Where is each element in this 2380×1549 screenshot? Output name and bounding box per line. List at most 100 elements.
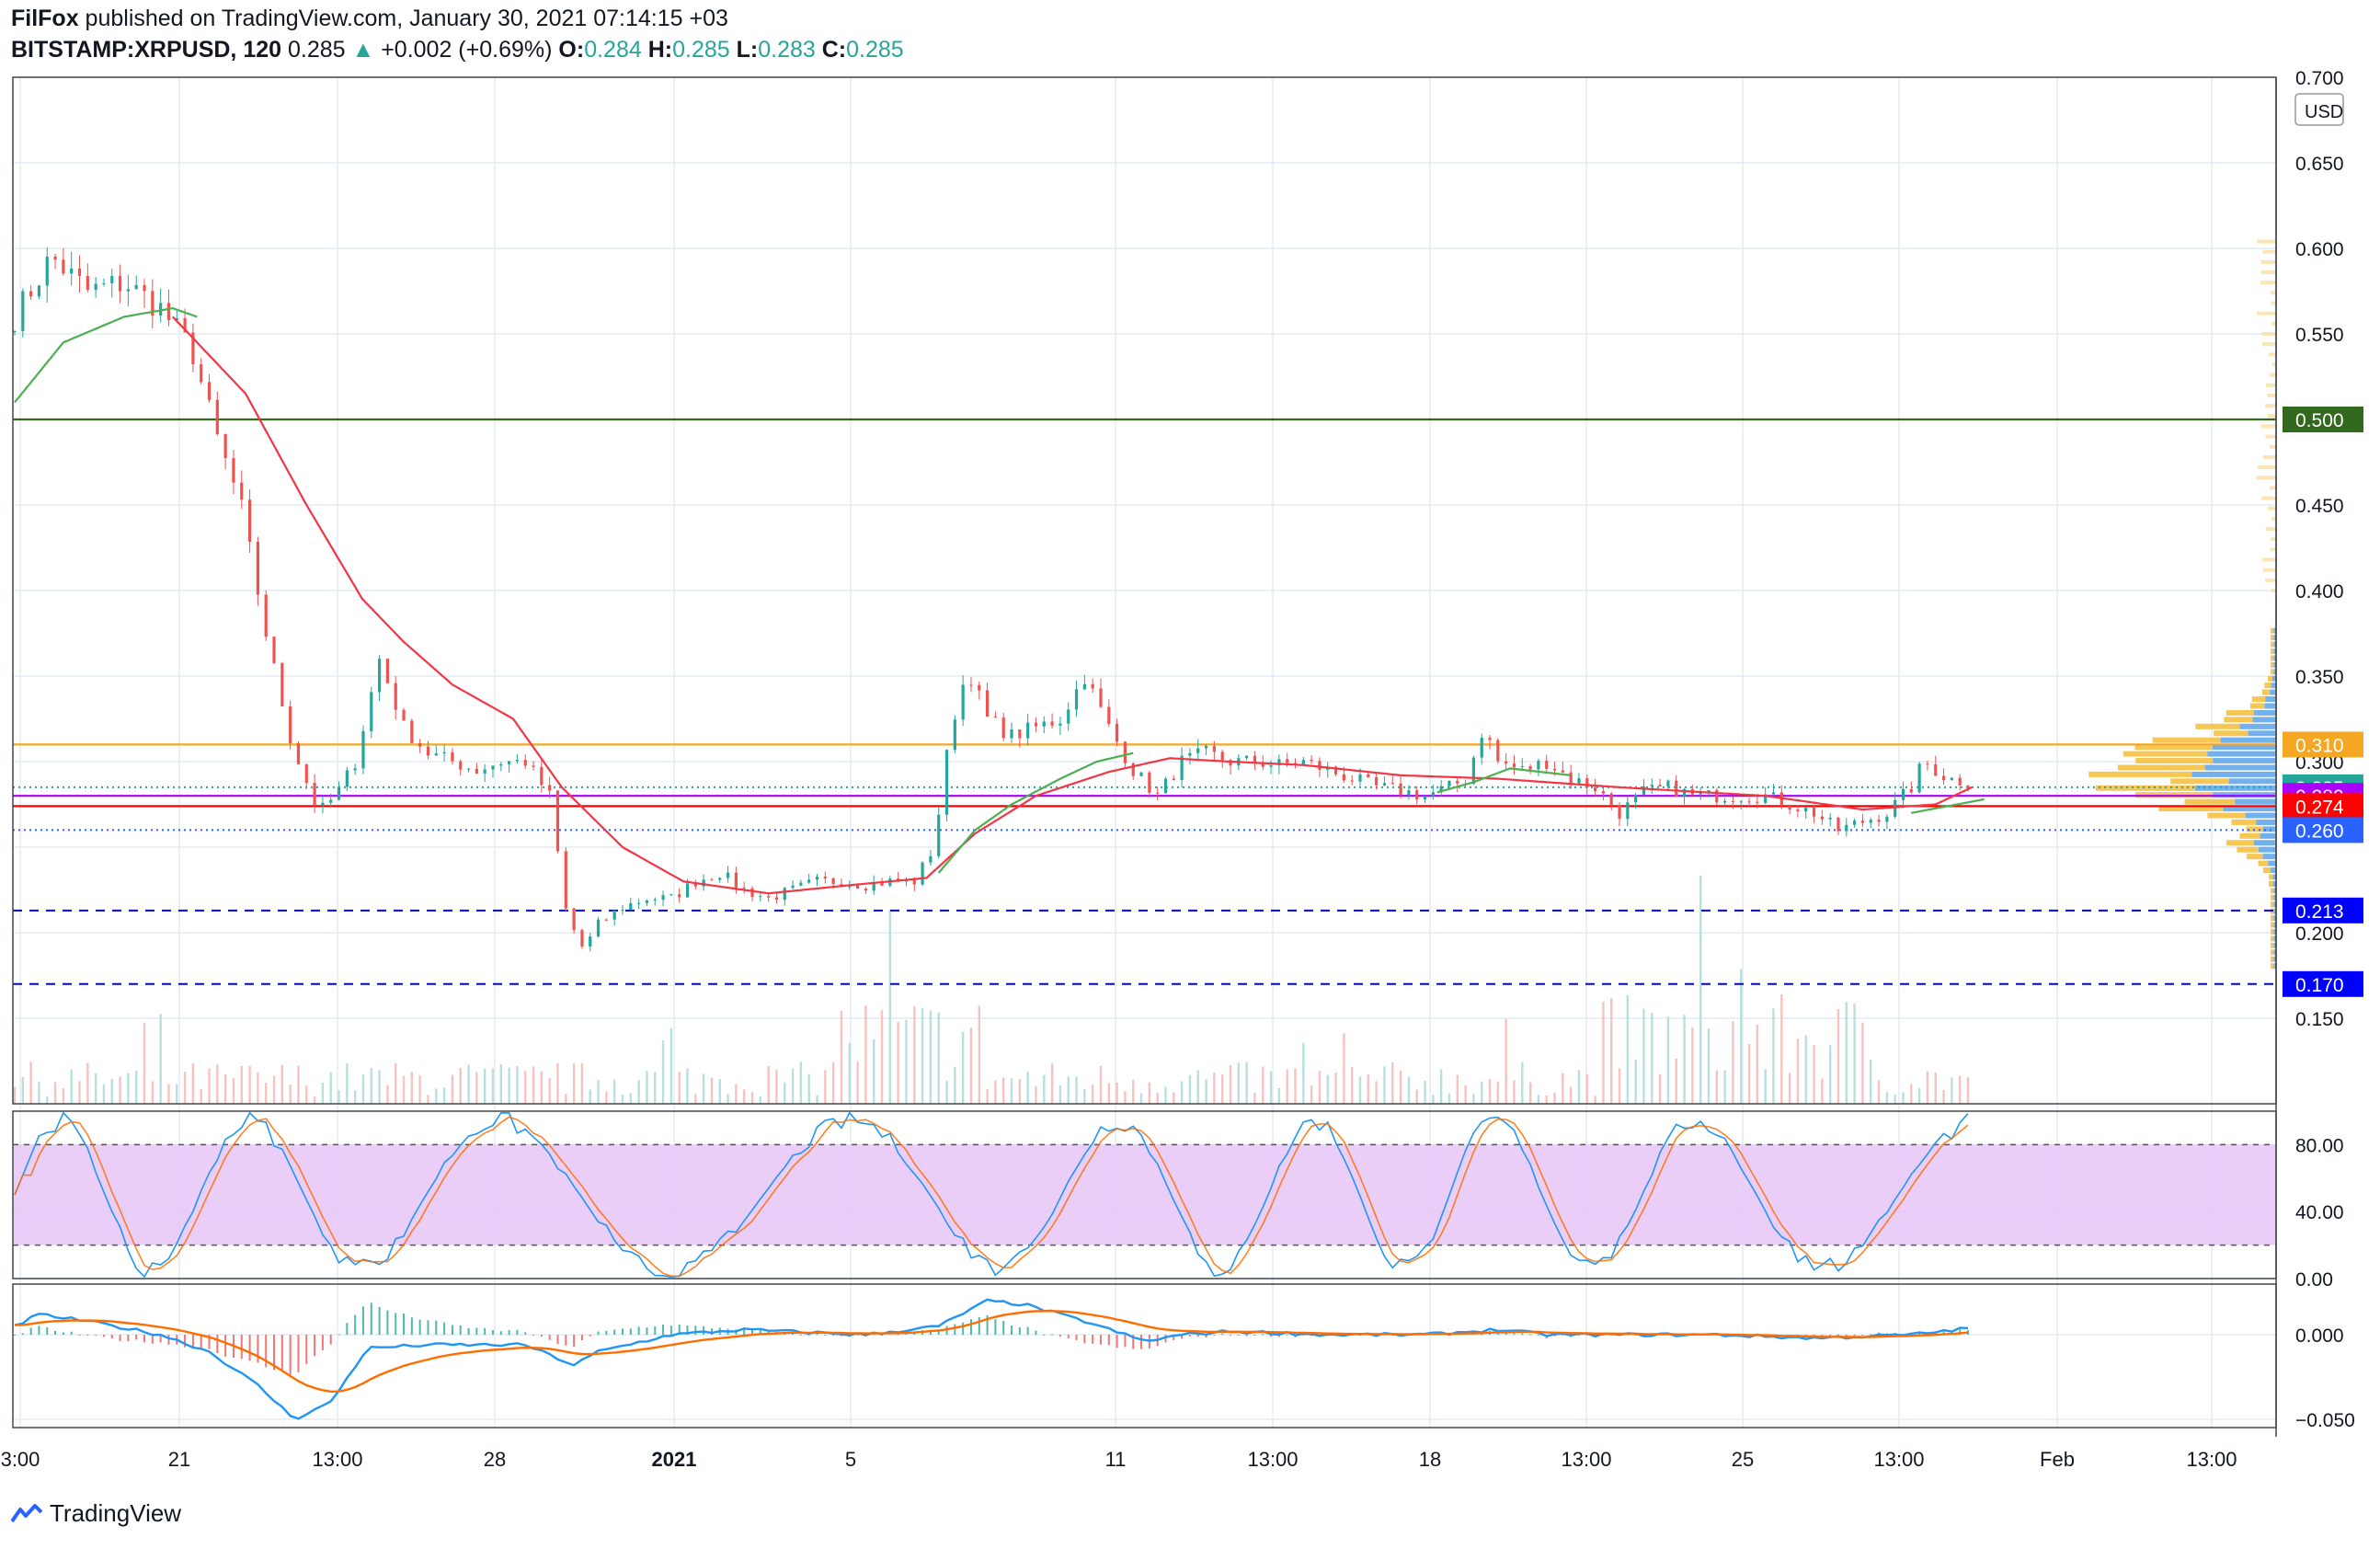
volume-bar — [1553, 1092, 1556, 1104]
candle — [1845, 824, 1848, 832]
profile-bar-yellow — [2246, 854, 2263, 860]
profile-bar-blue — [2262, 826, 2276, 832]
volume-bar — [78, 1081, 81, 1104]
profile-bar-blue — [2273, 963, 2276, 970]
profile-bar-blue — [2273, 648, 2276, 654]
macd-hist-bar — [816, 1333, 818, 1336]
macd-hist-bar — [265, 1335, 268, 1368]
price-tag-0.500 — [2283, 407, 2363, 432]
candle — [1471, 757, 1475, 785]
volume-bar — [1277, 1087, 1281, 1104]
volume-bar — [686, 1068, 689, 1104]
profile-bar-yellow — [2226, 709, 2254, 716]
macd-hist-bar — [273, 1335, 276, 1371]
profile-bar-blue — [2256, 819, 2276, 825]
volume-bar — [954, 1066, 956, 1104]
candle — [1585, 778, 1589, 788]
volume-bar — [1796, 1038, 1800, 1104]
candle — [1382, 783, 1387, 786]
candle — [1220, 752, 1224, 761]
profile-bar-yellow — [2224, 717, 2253, 723]
profile-bar-faint — [2271, 321, 2276, 326]
macd-hist-bar — [151, 1335, 154, 1344]
macd-hist-bar — [1221, 1333, 1224, 1336]
macd-hist-bar — [427, 1320, 429, 1336]
symbol-info: BITSTAMP:XRPUSD, 120 0.285 ▲ +0.002 (+0.… — [11, 37, 904, 63]
candle — [1001, 717, 1005, 739]
volume-bar — [1302, 1042, 1305, 1104]
volume-bar — [216, 1064, 219, 1104]
candle — [637, 902, 641, 904]
candle — [1894, 799, 1897, 817]
profile-bar-yellow — [2152, 737, 2221, 743]
candle — [985, 690, 990, 717]
candle — [126, 289, 130, 292]
volume-bar — [1610, 997, 1613, 1104]
volume-bar — [223, 1073, 227, 1104]
candle — [1675, 780, 1678, 797]
symbol-name[interactable]: BITSTAMP:XRPUSD, 120 — [11, 37, 282, 63]
volume-bar — [1334, 1073, 1337, 1104]
candle — [693, 883, 697, 887]
profile-bar-faint — [2270, 444, 2276, 449]
candle — [1367, 774, 1370, 777]
macd-hist-bar — [605, 1330, 608, 1336]
macd-hist-bar — [289, 1335, 292, 1375]
volume-bar — [629, 1093, 633, 1104]
volume-bar — [864, 1005, 867, 1104]
macd-hist-bar — [994, 1319, 997, 1336]
macd-hist-bar — [370, 1302, 372, 1336]
profile-bar-faint — [2265, 434, 2276, 439]
candle — [1577, 778, 1581, 784]
close-label: C: — [821, 37, 847, 63]
volume-bar — [1010, 1078, 1013, 1104]
volume-bar — [1594, 1096, 1596, 1104]
volume-bar — [1683, 1015, 1686, 1104]
volume-bar — [1894, 1094, 1896, 1104]
volume-bar — [240, 1065, 243, 1104]
candle — [280, 662, 284, 706]
volume-bar — [735, 1084, 738, 1104]
profile-bar-blue — [2213, 758, 2276, 763]
candle — [1601, 791, 1606, 794]
publish-info: FilFox published on TradingView.com, Jan… — [11, 6, 728, 32]
volume-bar — [1205, 1079, 1207, 1104]
macd-hist-bar — [1124, 1335, 1127, 1348]
currency-label: USD — [2305, 102, 2343, 122]
tradingview-footer[interactable]: TradingView — [11, 1499, 181, 1528]
open-label: O: — [558, 37, 585, 63]
profile-bar-blue — [2235, 798, 2276, 805]
volume-bar — [1845, 1002, 1848, 1104]
macd-hist-bar — [1845, 1335, 1848, 1337]
candle — [1042, 721, 1046, 727]
profile-bar-blue — [2265, 696, 2276, 703]
volume-bar — [119, 1076, 121, 1104]
volume-bar — [442, 1087, 446, 1104]
macd-hist-bar — [354, 1314, 357, 1336]
volume-bar — [1310, 1085, 1313, 1104]
volume-bar — [1132, 1079, 1135, 1104]
volume-bar — [1164, 1086, 1167, 1104]
profile-bar-yellow — [2237, 846, 2259, 853]
profile-bar-yellow — [2271, 894, 2274, 901]
candle — [953, 719, 956, 751]
macd-hist-bar — [1513, 1333, 1516, 1336]
volume-bar — [1124, 1091, 1127, 1104]
volume-bar — [1286, 1069, 1288, 1104]
profile-bar-blue — [2273, 901, 2276, 908]
candle — [540, 766, 544, 786]
volume-bar — [1764, 1069, 1767, 1104]
pane-frame-2 — [12, 1283, 2277, 1429]
author-name[interactable]: FilFox — [11, 6, 79, 31]
profile-bar-yellow — [2158, 806, 2224, 812]
profile-bar-faint — [2269, 486, 2276, 490]
candle — [183, 317, 187, 333]
profile-bar-yellow — [2271, 648, 2274, 654]
profile-bar-yellow — [2170, 778, 2229, 785]
volume-bar — [784, 1082, 786, 1104]
price-tag-0.213 — [2283, 897, 2363, 924]
volume-bar — [53, 1082, 57, 1104]
macd-hist-bar — [565, 1335, 567, 1346]
candle — [377, 659, 382, 693]
